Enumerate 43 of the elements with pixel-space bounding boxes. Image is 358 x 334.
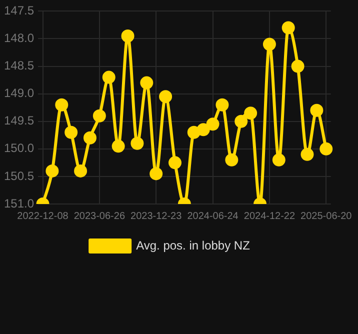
point: [150, 167, 163, 180]
point: [102, 70, 116, 84]
point: [320, 142, 333, 156]
y-tick-label: 150.5: [4, 168, 34, 183]
point: [310, 104, 324, 117]
point: [140, 76, 154, 90]
x-tick-label: 2025-06-20: [300, 210, 352, 222]
point: [92, 109, 106, 122]
point: [159, 90, 172, 104]
point: [262, 38, 276, 51]
point: [55, 98, 68, 112]
x-tick-label: 2024-12-22: [244, 210, 296, 222]
point: [121, 29, 134, 42]
point: [187, 126, 200, 139]
y-tick-label: 149.5: [4, 114, 34, 128]
point: [300, 148, 314, 161]
y-tick-label: 150.0: [4, 141, 34, 156]
x-tick-label: 2023-06-26: [74, 210, 126, 222]
point: [225, 153, 238, 166]
point: [234, 114, 248, 128]
x-tick-label: 2022-12-08: [17, 210, 69, 222]
legend-label: Avg. pos. in lobby NZ: [136, 238, 250, 252]
point: [83, 131, 96, 144]
point: [46, 164, 59, 178]
x-tick-label: 2024-06-24: [187, 210, 239, 222]
point: [272, 153, 286, 166]
point: [74, 164, 88, 178]
y-tick-label: 148.5: [4, 58, 34, 73]
point: [130, 136, 144, 150]
x-tick-label: 2023-12-23: [130, 210, 182, 222]
point: [216, 98, 229, 112]
point: [112, 140, 125, 153]
point: [206, 118, 220, 131]
y-tick-label: 149.0: [4, 86, 34, 100]
y-tick-label: 148.0: [4, 31, 34, 46]
y-tick-label: 147.5: [4, 4, 34, 18]
y-tick-label: 151.0: [4, 196, 34, 210]
point: [291, 60, 304, 73]
point: [196, 123, 210, 136]
point: [282, 21, 295, 34]
point: [64, 126, 78, 139]
point: [168, 156, 182, 170]
point: [244, 106, 258, 120]
